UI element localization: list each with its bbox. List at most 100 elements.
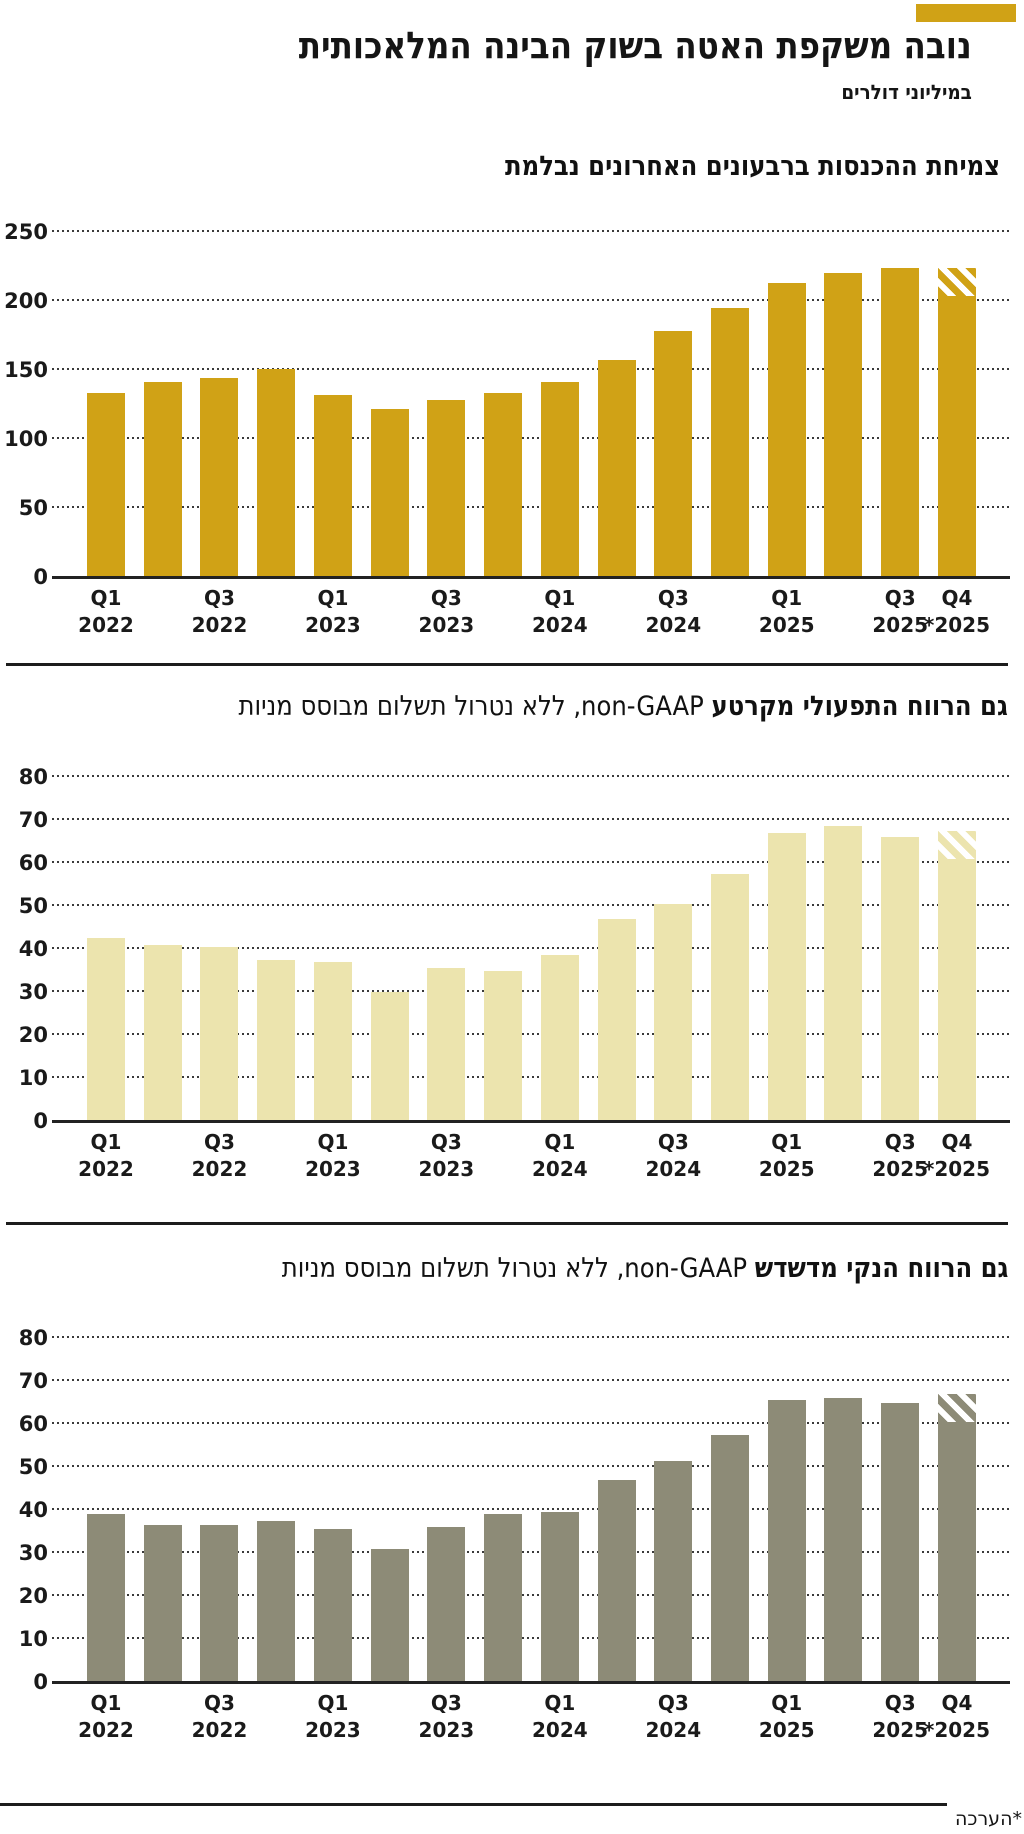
x-axis-label-quarter: Q3 <box>657 1130 689 1154</box>
x-axis-label-year: 2022 <box>78 1718 134 1742</box>
bar <box>597 1479 636 1682</box>
bar <box>711 307 750 577</box>
bar <box>313 1529 352 1682</box>
bar <box>654 331 693 577</box>
bar <box>200 1525 239 1682</box>
net-profit-chart-plot: 0 10 20 30 40 50 60 70 80 Q1 2022 Q3 2022 Q1 2023 Q3 202… <box>19 1326 1010 1742</box>
bar <box>824 273 863 577</box>
x-axis-label-year: 2024 <box>645 1157 702 1181</box>
y-axis-label: 30 <box>18 1541 48 1565</box>
bar <box>200 378 239 577</box>
estimate-hatch-pattern <box>937 830 976 859</box>
x-axis-label: Q1 2022 <box>70 1690 142 1744</box>
x-axis-label-year: 2023 <box>418 1718 475 1742</box>
y-axis-label: 50 <box>18 496 48 520</box>
x-axis-label: Q1 2023 <box>297 1129 369 1183</box>
x-axis-label-year: 2024 <box>645 1718 702 1742</box>
x-axis-label-year: 2025 <box>758 1718 815 1742</box>
x-axis-label-quarter: Q1 <box>771 586 803 610</box>
x-axis-label-year: 2025 <box>758 613 815 637</box>
x-axis-label: Q3 2024 <box>637 1690 709 1744</box>
bar <box>824 1398 863 1682</box>
x-axis-label-quarter: Q3 <box>203 586 235 610</box>
chart-title-bold: צמיחת ההכנסות ברבעונים האחרונים נבלמת <box>504 151 1000 182</box>
x-axis-label-quarter: Q1 <box>317 586 349 610</box>
x-axis-label: Q4 *2025 <box>921 1690 993 1744</box>
net-profit-chart-title: גם הרווח הנקי מדשדש non-GAAP, ללא נטרול … <box>281 1252 1008 1286</box>
bar <box>597 360 636 577</box>
bar <box>711 873 750 1121</box>
bar <box>654 1460 693 1682</box>
gridline <box>52 1594 1010 1596</box>
bar <box>597 918 636 1121</box>
x-axis-label-year: 2023 <box>305 613 361 637</box>
x-axis-label-year: *2025 <box>923 1718 990 1742</box>
bar <box>881 1402 920 1682</box>
bar <box>143 944 182 1121</box>
chart-title-rest: non-GAAP, ללא נטרול תשלום מבוסס מניות <box>281 1253 747 1284</box>
bottom-divider <box>0 1803 947 1806</box>
x-axis-label-quarter: Q1 <box>90 586 122 610</box>
gridline <box>52 861 1010 863</box>
x-axis-label-year: 2022 <box>191 1157 248 1181</box>
bar <box>767 283 806 577</box>
gridline <box>52 775 1010 777</box>
x-axis-label-quarter: Q4 <box>941 1130 973 1154</box>
x-axis-label: Q3 2024 <box>637 585 709 639</box>
y-axis-label: 150 <box>4 358 48 382</box>
x-axis-label: Q3 2025 <box>864 1690 936 1744</box>
y-axis-label: 70 <box>18 808 48 832</box>
y-axis-label: 40 <box>18 937 48 961</box>
page-title: נובה משקפת האטה בשוק הבינה המלאכותית <box>299 24 972 67</box>
x-axis-label: Q3 2022 <box>183 585 255 639</box>
chart-title-rest: non-GAAP, ללא נטרול תשלום מבוסס מניות <box>238 691 704 722</box>
x-axis-label-year: 2024 <box>531 613 588 637</box>
gridline <box>52 506 1010 508</box>
y-axis-label: 80 <box>18 1326 48 1350</box>
revenue-chart-title: צמיחת ההכנסות ברבעונים האחרונים נבלמת <box>505 150 1000 184</box>
y-axis-label: 10 <box>18 1627 48 1651</box>
x-axis-label-year: 2023 <box>418 1157 475 1181</box>
x-axis-label: Q1 2024 <box>524 1690 596 1744</box>
estimate-hatch-pattern <box>937 267 976 296</box>
x-axis-label: Q1 2024 <box>524 1129 596 1183</box>
x-axis-label-quarter: Q3 <box>430 1691 462 1715</box>
y-axis-label: 0 <box>33 1670 48 1694</box>
gridline <box>52 1508 1010 1510</box>
x-axis-label-year: 2025 <box>758 1157 815 1181</box>
bar <box>881 267 920 577</box>
y-axis-label: 80 <box>18 765 48 789</box>
gridline <box>52 1076 1010 1078</box>
gridline <box>52 990 1010 992</box>
x-axis-label-year: 2024 <box>531 1718 588 1742</box>
x-axis-label-quarter: Q4 <box>941 586 973 610</box>
bar <box>540 1512 579 1682</box>
x-axis-label: Q1 2022 <box>70 1129 142 1183</box>
x-axis-label-quarter: Q3 <box>203 1130 235 1154</box>
bar <box>313 961 352 1121</box>
x-axis-label-year: 2022 <box>78 613 134 637</box>
x-axis-label: Q1 2025 <box>751 585 823 639</box>
x-axis-label: Q1 2025 <box>751 1690 823 1744</box>
x-axis-label: Q3 2025 <box>864 1129 936 1183</box>
bar <box>484 393 523 577</box>
gridline <box>52 1033 1010 1035</box>
gridline <box>52 818 1010 820</box>
gridline <box>52 1379 1010 1381</box>
x-axis-label: Q3 2024 <box>637 1129 709 1183</box>
bar <box>767 832 806 1121</box>
gridline <box>52 904 1010 906</box>
bar <box>427 968 466 1121</box>
y-axis-label: 20 <box>18 1023 48 1047</box>
x-axis-label-quarter: Q3 <box>884 1691 916 1715</box>
x-axis-label-year: *2025 <box>923 613 990 637</box>
x-axis-label-quarter: Q1 <box>771 1130 803 1154</box>
x-axis-label: Q1 2023 <box>297 585 369 639</box>
bar <box>937 267 976 577</box>
x-axis-label-year: 2024 <box>645 613 702 637</box>
x-axis-label-year: 2024 <box>531 1157 588 1181</box>
y-axis-label: 40 <box>18 1498 48 1522</box>
x-axis-label-quarter: Q1 <box>771 1691 803 1715</box>
bar <box>540 955 579 1121</box>
